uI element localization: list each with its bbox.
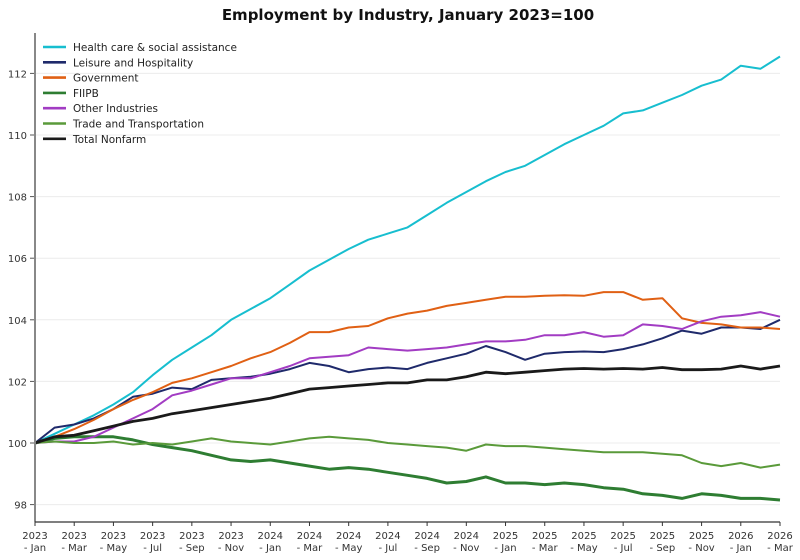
legend-label: Other Industries: [73, 103, 158, 115]
x-tick-label-year: 2024: [258, 531, 283, 542]
x-tick-label-year: 2026: [767, 531, 792, 542]
x-tick-label-month: - May: [100, 543, 128, 554]
x-tick-label-month: - Nov: [688, 543, 714, 554]
y-tick-label: 112: [8, 69, 27, 80]
y-tick-label: 106: [8, 254, 27, 265]
x-tick-label-year: 2026: [728, 531, 753, 542]
x-tick-label-year: 2024: [454, 531, 479, 542]
y-tick-label: 102: [8, 377, 27, 388]
x-tick-label-month: - Mar: [297, 543, 324, 554]
x-tick-label-month: - Sep: [179, 543, 205, 554]
x-tick-label-year: 2023: [61, 531, 86, 542]
y-tick-label: 110: [8, 131, 27, 142]
x-tick-label-year: 2025: [610, 531, 635, 542]
x-tick-label-month: - Nov: [218, 543, 244, 554]
x-tick-label-month: - Jul: [614, 543, 633, 554]
x-tick-label-year: 2025: [571, 531, 596, 542]
legend-label: Total Nonfarm: [72, 134, 146, 146]
x-tick-label-month: - Jul: [378, 543, 397, 554]
series-line-trade-and-transportation: [34, 435, 781, 469]
x-tick-label-year: 2023: [218, 531, 243, 542]
x-tick-label-month: - Nov: [453, 543, 479, 554]
x-tick-label-month: - Mar: [767, 543, 794, 554]
x-tick-label-month: - Jan: [730, 543, 752, 554]
x-tick-label-month: - Sep: [414, 543, 440, 554]
gridlines: [35, 72, 780, 506]
x-tick-label-month: - May: [570, 543, 598, 554]
x-tick-label-year: 2024: [336, 531, 361, 542]
x-tick-label-year: 2024: [297, 531, 322, 542]
x-tick-label-year: 2024: [375, 531, 400, 542]
x-tick-label-year: 2025: [532, 531, 557, 542]
series-line-other-industries: [34, 311, 781, 444]
legend-label: Trade and Transportation: [72, 119, 204, 131]
x-tick-label-year: 2025: [493, 531, 518, 542]
x-tick-label-year: 2024: [414, 531, 439, 542]
x-tick-label-month: - Jan: [494, 543, 516, 554]
x-tick-label-year: 2025: [689, 531, 714, 542]
x-tick-label-year: 2023: [140, 531, 165, 542]
x-tick-label-month: - Sep: [650, 543, 676, 554]
x-tick-label-year: 2023: [101, 531, 126, 542]
legend-label: FIIPB: [73, 88, 99, 100]
y-tick-label: 100: [8, 439, 27, 450]
legend-label: Government: [73, 73, 138, 85]
x-tick-label-year: 2023: [179, 531, 204, 542]
series-line-government: [34, 291, 781, 444]
legend: Health care & social assistance Leisure a…: [43, 42, 237, 146]
y-tick-label: 98: [14, 501, 27, 512]
legend-label: Leisure and Hospitality: [73, 57, 193, 69]
y-tick-label: 108: [8, 193, 27, 204]
y-tick-label: 104: [8, 316, 27, 327]
series-lines: [34, 55, 781, 502]
x-tick-label-month: - May: [335, 543, 363, 554]
x-tick-label-month: - Jan: [259, 543, 281, 554]
legend-label: Health care & social assistance: [73, 42, 237, 54]
x-tick-label-month: - Jan: [24, 543, 46, 554]
series-line-total-nonfarm: [34, 364, 781, 445]
x-tick-label-year: 2025: [650, 531, 675, 542]
series-line-fiipb: [34, 435, 781, 502]
series-line-leisure-and-hospitality: [34, 318, 781, 444]
x-tick-label-month: - Jul: [143, 543, 162, 554]
x-tick-label-year: 2023: [22, 531, 47, 542]
series-line-health-care-social-assistance: [34, 55, 781, 444]
chart-title: Employment by Industry, January 2023=100: [222, 6, 594, 24]
x-tick-label-month: - Mar: [532, 543, 559, 554]
x-tick-label-month: - Mar: [61, 543, 88, 554]
